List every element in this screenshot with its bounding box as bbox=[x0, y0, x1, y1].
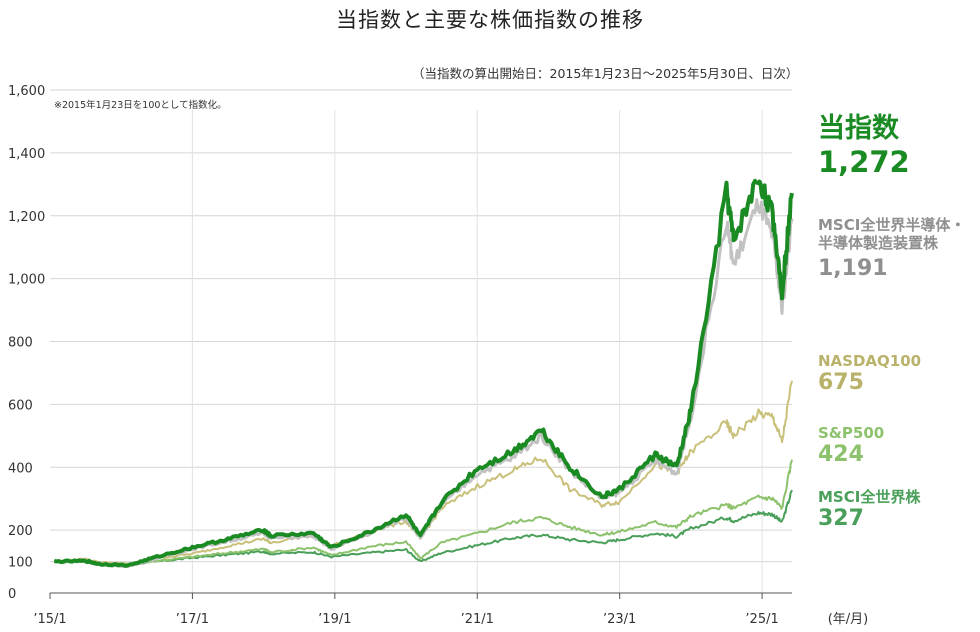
legend-semiconductor: MSCI全世界半導体・半導体製造装置株 1,191 bbox=[818, 216, 968, 282]
x-tick-label: ’21/1 bbox=[461, 612, 494, 627]
series-line bbox=[53, 178, 794, 568]
legend-acwi-value: 327 bbox=[818, 506, 864, 531]
series-line bbox=[53, 380, 793, 566]
grid-layer bbox=[50, 89, 792, 594]
x-tick-label: ’17/1 bbox=[176, 612, 209, 627]
legend-semi-value: 1,191 bbox=[818, 256, 888, 281]
y-tick-label: 0 bbox=[8, 587, 16, 602]
legend-nasdaq100: NASDAQ100 675 bbox=[818, 352, 921, 396]
y-tick-label: 200 bbox=[8, 524, 33, 539]
legend-main-value: 1,272 bbox=[818, 145, 910, 180]
y-tick-label: 1,600 bbox=[8, 84, 45, 99]
chart-subtitle: （当指数の算出開始日：2015年1月23日～2025年5月30日、日次） bbox=[412, 66, 799, 81]
y-tick-label: 800 bbox=[8, 336, 33, 351]
y-tick-label: 100 bbox=[8, 556, 33, 571]
x-axis-title: (年/月) bbox=[828, 612, 869, 627]
y-tick-label: 1,200 bbox=[8, 210, 45, 225]
legend-semi-name: MSCI全世界半導体・半導体製造装置株 bbox=[818, 216, 966, 252]
series-line bbox=[53, 459, 793, 566]
chart-title: 当指数と主要な株価指数の推移 bbox=[336, 8, 644, 32]
legend-main-index: 当指数 1,272 bbox=[818, 113, 910, 180]
x-tick-label: ’19/1 bbox=[318, 612, 351, 627]
series-line bbox=[54, 198, 794, 569]
legend-sp500-value: 424 bbox=[818, 442, 864, 467]
series-layer bbox=[53, 178, 794, 569]
legend-nasdaq-value: 675 bbox=[818, 370, 864, 395]
y-tick-label: 400 bbox=[8, 461, 33, 476]
x-tick-label: ’23/1 bbox=[603, 612, 636, 627]
y-tick-label: 1,400 bbox=[8, 147, 45, 162]
legend-sp500: S&P500 424 bbox=[818, 424, 884, 468]
y-tick-label: 600 bbox=[8, 398, 33, 413]
legend-nasdaq-name: NASDAQ100 bbox=[818, 352, 922, 370]
legend-main-name: 当指数 bbox=[818, 113, 899, 144]
legend-acwi-name: MSCI全世界株 bbox=[818, 488, 921, 506]
y-tick-label: 1,000 bbox=[8, 273, 45, 288]
legend-msci-acwi: MSCI全世界株 327 bbox=[818, 488, 920, 532]
x-tick-label: ’15/1 bbox=[33, 612, 66, 627]
axis-layer: 0 100 200 400 600 800 1,000 1,200 1,400 1,600 ’15/… bbox=[8, 84, 868, 627]
legend-sp500-name: S&P500 bbox=[818, 424, 885, 442]
index-note: ※2015年1月23日を100として指数化。 bbox=[54, 100, 227, 111]
x-tick-label: ’25/1 bbox=[745, 612, 778, 627]
